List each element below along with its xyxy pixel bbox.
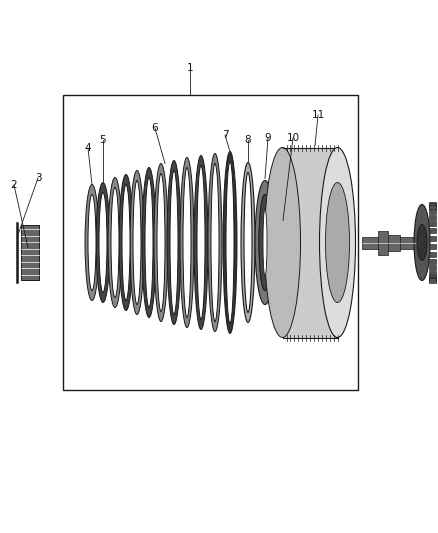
Ellipse shape (241, 163, 255, 322)
Ellipse shape (278, 251, 288, 271)
Ellipse shape (170, 171, 178, 314)
Ellipse shape (99, 192, 107, 293)
Ellipse shape (119, 174, 133, 311)
Bar (429, 274, 436, 280)
Bar (429, 203, 436, 208)
Ellipse shape (265, 148, 300, 337)
Ellipse shape (85, 184, 99, 301)
Ellipse shape (122, 184, 130, 301)
Ellipse shape (259, 195, 271, 290)
Text: 11: 11 (311, 110, 325, 120)
Ellipse shape (226, 161, 234, 324)
Bar (429, 244, 436, 249)
Ellipse shape (111, 188, 119, 297)
Text: 2: 2 (11, 180, 18, 190)
Ellipse shape (280, 254, 286, 268)
Ellipse shape (278, 214, 288, 235)
Text: 8: 8 (245, 135, 251, 145)
Bar (429, 228, 436, 233)
Ellipse shape (417, 224, 427, 261)
Ellipse shape (145, 177, 153, 308)
Bar (388, 235, 400, 251)
Bar (429, 236, 436, 241)
Text: 5: 5 (100, 135, 106, 145)
Ellipse shape (319, 148, 356, 337)
Text: 4: 4 (85, 143, 91, 153)
Bar (429, 202, 436, 207)
Bar (283, 148, 338, 337)
Bar (21, 225, 39, 280)
Ellipse shape (133, 181, 141, 304)
Bar (429, 252, 436, 257)
Text: 9: 9 (265, 133, 271, 143)
Ellipse shape (223, 151, 237, 334)
Ellipse shape (255, 181, 275, 304)
Bar (429, 277, 436, 282)
Bar (429, 209, 436, 214)
Bar (429, 265, 436, 270)
Text: 1: 1 (187, 63, 193, 73)
Bar (429, 221, 436, 226)
Bar (429, 259, 436, 264)
Ellipse shape (157, 174, 165, 311)
Bar (400, 237, 415, 248)
Text: 7: 7 (222, 130, 228, 140)
Bar (378, 230, 388, 254)
Ellipse shape (180, 157, 194, 327)
Ellipse shape (197, 166, 205, 319)
Bar (429, 278, 436, 283)
Ellipse shape (154, 164, 168, 321)
Ellipse shape (142, 167, 156, 318)
Ellipse shape (211, 164, 219, 321)
Ellipse shape (194, 156, 208, 329)
Text: 6: 6 (152, 123, 158, 133)
Bar (362, 237, 378, 248)
Ellipse shape (130, 171, 144, 314)
Ellipse shape (280, 217, 286, 231)
Ellipse shape (88, 195, 96, 290)
Ellipse shape (263, 208, 267, 277)
Bar (429, 205, 436, 211)
Ellipse shape (244, 173, 252, 312)
Bar (63, 95, 358, 390)
Ellipse shape (208, 154, 222, 332)
Text: 3: 3 (35, 173, 41, 183)
Ellipse shape (96, 182, 110, 303)
Ellipse shape (108, 177, 122, 308)
Bar (429, 215, 436, 220)
Text: 10: 10 (286, 133, 300, 143)
Ellipse shape (183, 167, 191, 318)
Bar (429, 271, 436, 276)
Ellipse shape (167, 160, 181, 325)
Ellipse shape (325, 182, 350, 303)
Ellipse shape (414, 205, 430, 280)
Ellipse shape (259, 195, 271, 290)
